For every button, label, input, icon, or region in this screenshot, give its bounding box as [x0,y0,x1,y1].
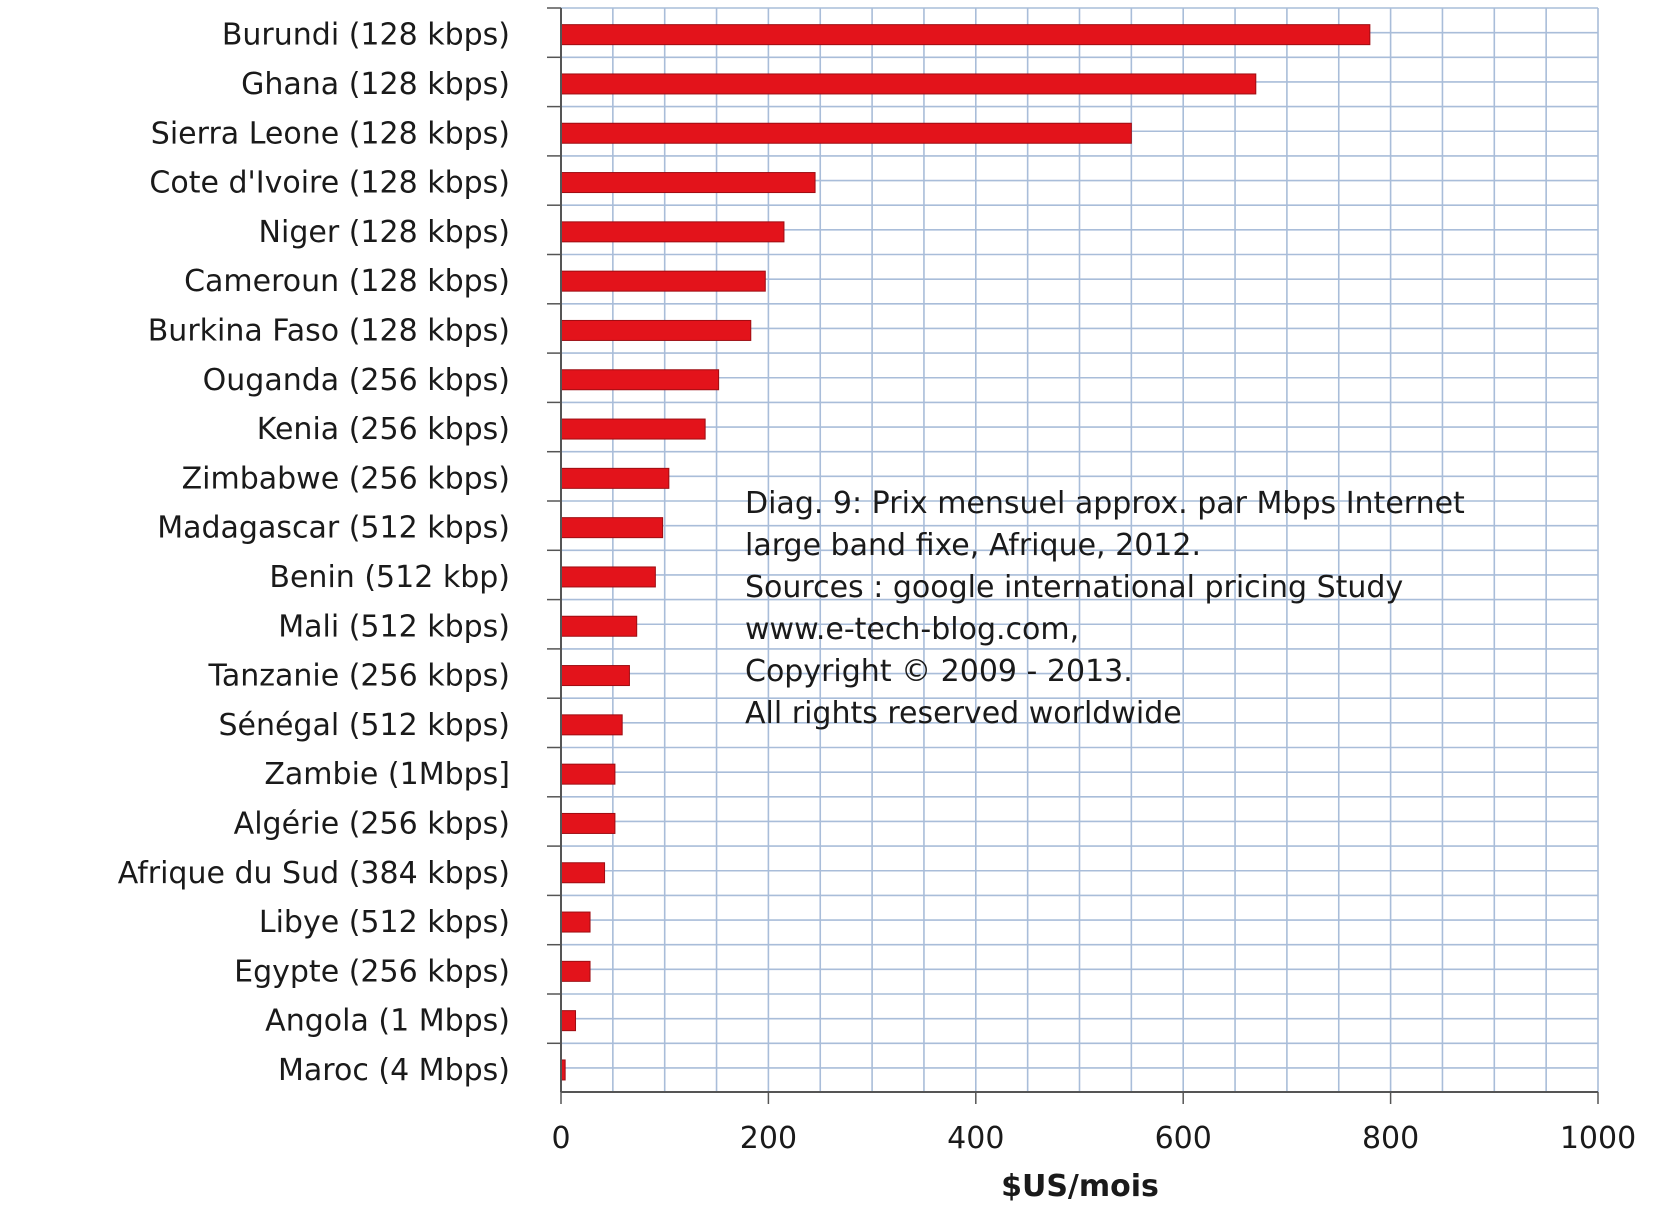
axes [547,7,1599,1104]
bar [560,319,752,341]
bar [560,911,591,933]
category-label: Ghana (128 kbps) [241,67,510,102]
bar [560,221,785,243]
bar [560,369,720,391]
x-tick-label: 600 [1155,1121,1212,1156]
chart-annotation: Diag. 9: Prix mensuel approx. par Mbps I… [745,486,1465,731]
annotation-line: All rights reserved worldwide [745,696,1182,731]
bar [560,172,816,194]
x-tick-label: 400 [947,1121,1004,1156]
x-tick-label: 800 [1362,1121,1419,1156]
category-label: Cote d'Ivoire (128 kbps) [149,166,510,201]
x-tick-label: 1000 [1560,1121,1636,1156]
bar [560,122,1132,144]
category-label: Niger (128 kbps) [259,215,510,250]
bar [560,418,706,440]
bar [560,615,638,637]
grid-lines [560,7,1599,1092]
bar [560,714,623,736]
bar [560,1010,577,1032]
category-label: Sierra Leone (128 kbps) [151,116,510,151]
bar [560,24,1371,46]
annotation-line: Copyright © 2009 - 2013. [745,654,1133,689]
bar [560,73,1257,95]
category-label: Kenia (256 kbps) [257,412,510,447]
annotation-line: large band fixe, Afrique, 2012. [745,528,1201,563]
category-label: Burundi (128 kbps) [222,18,510,53]
annotation-line: Diag. 9: Prix mensuel approx. par Mbps I… [745,486,1465,521]
x-tick-labels: 0 200 400 600 800 1000 [551,1121,1636,1156]
bar [560,862,606,884]
annotation-line: www.e-tech-blog.com, [745,612,1079,647]
category-label: Algérie (256 kbps) [234,806,510,841]
bar [560,566,656,588]
category-label: Libye (512 kbps) [259,905,510,940]
bars [560,24,1371,1081]
bar [560,763,616,785]
bar [560,960,591,982]
category-label: Angola (1 Mbps) [265,1004,510,1039]
category-label: Burkina Faso (128 kbps) [148,313,510,348]
category-label: Sénégal (512 kbps) [218,708,510,743]
bar [560,665,630,687]
bar [560,270,766,292]
x-tick-label: 200 [740,1121,797,1156]
category-labels: Burundi (128 kbps) Ghana (128 kbps) Sierra… [118,18,510,1088]
category-label: Ouganda (256 kbps) [203,363,510,398]
x-axis-title: $US/mois [1001,1169,1159,1204]
category-label: Zimbabwe (256 kbps) [182,461,510,496]
bar [560,517,664,539]
category-label: Egypte (256 kbps) [234,954,510,989]
bar [560,812,616,834]
category-label: Benin (512 kbp) [269,560,510,595]
category-label: Mali (512 kbps) [278,609,510,644]
x-tick-label: 0 [551,1121,570,1156]
category-label: Afrique du Sud (384 kbps) [118,856,510,891]
category-label: Cameroun (128 kbps) [184,264,510,299]
category-label: Maroc (4 Mbps) [278,1053,510,1088]
category-label: Tanzanie (256 kbps) [207,659,510,694]
category-label: Zambie (1Mbps] [264,757,510,792]
category-label: Madagascar (512 kbps) [157,511,510,546]
bar [560,467,670,489]
annotation-line: Sources : google international pricing S… [745,570,1403,605]
